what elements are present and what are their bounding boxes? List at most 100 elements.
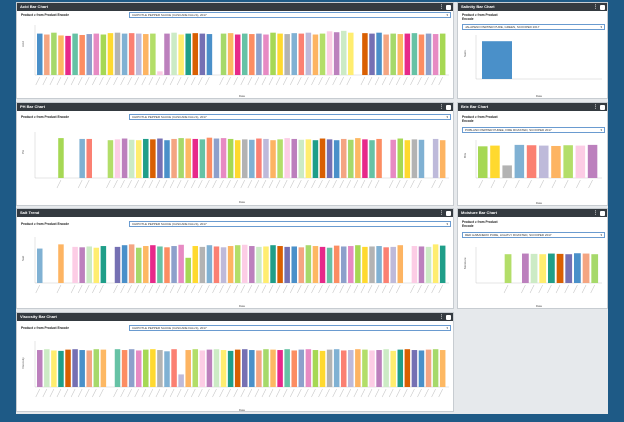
bar <box>206 34 213 75</box>
x-tick-label <box>205 179 210 189</box>
x-tick-label <box>367 388 373 398</box>
x-tick-label <box>275 284 281 294</box>
x-tick-label <box>311 179 316 189</box>
bar <box>277 139 283 178</box>
ph-chart: PH Date <box>21 132 449 204</box>
x-tick-label <box>388 179 394 189</box>
settings-icon[interactable] <box>446 210 451 216</box>
more-icon[interactable]: ⋮ <box>593 210 598 216</box>
settings-icon[interactable] <box>446 104 451 110</box>
x-tick-label <box>346 388 352 398</box>
product-select[interactable]: CHIPOTLE PEPPER SAUCE (CASCADE FALLS), 2… <box>129 12 451 18</box>
x-tick-label <box>555 284 561 294</box>
x-tick-label <box>311 76 316 86</box>
bar <box>220 247 227 283</box>
x-tick-label <box>56 388 62 398</box>
more-icon[interactable]: ⋮ <box>439 4 444 10</box>
bar <box>425 33 432 75</box>
x-tick-label <box>226 179 231 189</box>
bar <box>319 350 326 387</box>
panel-title: Salt Trend <box>20 210 40 215</box>
x-tick-label <box>417 284 422 294</box>
x-tick-label <box>304 284 309 294</box>
bar <box>86 350 92 387</box>
x-tick-label <box>339 284 344 294</box>
bar <box>539 145 549 178</box>
bar <box>390 139 396 178</box>
x-tick-label <box>374 76 380 86</box>
bar <box>305 245 312 283</box>
x-tick-label <box>247 284 253 294</box>
x-tick-label <box>56 179 62 189</box>
bar <box>369 140 375 178</box>
dashboard-board: Acid Bar Chart ⋮ Product ≠ from Product … <box>16 2 608 414</box>
x-tick-label <box>212 179 217 189</box>
bars <box>478 144 598 189</box>
x-tick-label <box>346 179 352 189</box>
bar <box>556 253 564 283</box>
settings-icon[interactable] <box>446 4 451 10</box>
bar <box>333 32 340 75</box>
x-tick-label <box>198 179 203 189</box>
x-tick-label <box>70 76 76 86</box>
x-tick-label <box>367 76 373 86</box>
x-tick-label <box>581 284 587 294</box>
bar <box>121 245 128 283</box>
bar <box>58 244 64 283</box>
bar <box>256 246 262 283</box>
bar <box>551 145 561 178</box>
more-icon[interactable]: ⋮ <box>439 210 444 216</box>
bar <box>227 350 234 387</box>
settings-icon[interactable] <box>446 314 451 320</box>
bar <box>72 246 78 283</box>
bar <box>185 257 191 283</box>
bar <box>128 139 135 178</box>
x-tick-label <box>42 388 48 398</box>
bar <box>171 138 177 178</box>
bar <box>150 33 156 75</box>
panel-title: Viscosity Bar Chart <box>20 314 57 319</box>
x-tick-label <box>233 179 238 189</box>
x-tick-label <box>247 76 253 86</box>
more-icon[interactable]: ⋮ <box>593 4 598 10</box>
bar <box>326 349 333 387</box>
settings-icon[interactable] <box>600 210 605 216</box>
bar <box>418 246 425 283</box>
more-icon[interactable]: ⋮ <box>593 104 598 110</box>
more-icon[interactable]: ⋮ <box>439 314 444 320</box>
bar <box>390 246 396 283</box>
x-tick-label <box>148 284 154 294</box>
bar <box>539 254 547 283</box>
bar <box>418 350 425 387</box>
bar <box>575 145 586 178</box>
bar <box>504 254 512 283</box>
x-axis-label: Date <box>239 304 246 308</box>
bar <box>86 138 92 178</box>
x-tick-label <box>438 179 443 189</box>
bar <box>397 245 404 283</box>
x-tick-label <box>410 76 415 86</box>
product-select[interactable]: CHIPOTLE PEPPER SAUCE (CASCADE FALLS), 2… <box>129 221 451 227</box>
product-select[interactable]: RED HABANERO PURE, LIGHTLY ROASTED, SCOO… <box>462 232 605 238</box>
x-tick-label <box>590 284 595 294</box>
bar <box>277 246 283 283</box>
x-tick-label <box>396 76 401 86</box>
product-select[interactable]: CHIPOTLE PEPPER SAUCE (CASCADE FALLS), 2… <box>129 325 451 331</box>
x-tick-label <box>134 388 139 398</box>
product-select[interactable]: POBLANO PEPPER PUREE, FIRE ROASTED, SCOO… <box>462 127 605 133</box>
more-icon[interactable]: ⋮ <box>439 104 444 110</box>
bar <box>270 32 276 75</box>
product-select[interactable]: CHIPOTLE PEPPER SAUCE (CASCADE FALLS), 2… <box>129 114 451 120</box>
bar <box>369 33 375 75</box>
x-tick-label <box>183 76 189 86</box>
settings-icon[interactable] <box>600 4 605 10</box>
x-tick-label <box>70 284 76 294</box>
product-select[interactable]: JALAPENO PEPPER PURE, GREEN, SCOOPED 201… <box>462 24 605 30</box>
bar <box>284 34 290 75</box>
settings-icon[interactable] <box>600 104 605 110</box>
bar <box>86 246 92 283</box>
x-tick-label <box>332 388 337 398</box>
acid-panel: Acid Bar Chart ⋮ Product ≠ from Product … <box>16 2 454 99</box>
bar <box>58 35 64 75</box>
panel-title: Brix Bar Chart <box>461 104 489 109</box>
